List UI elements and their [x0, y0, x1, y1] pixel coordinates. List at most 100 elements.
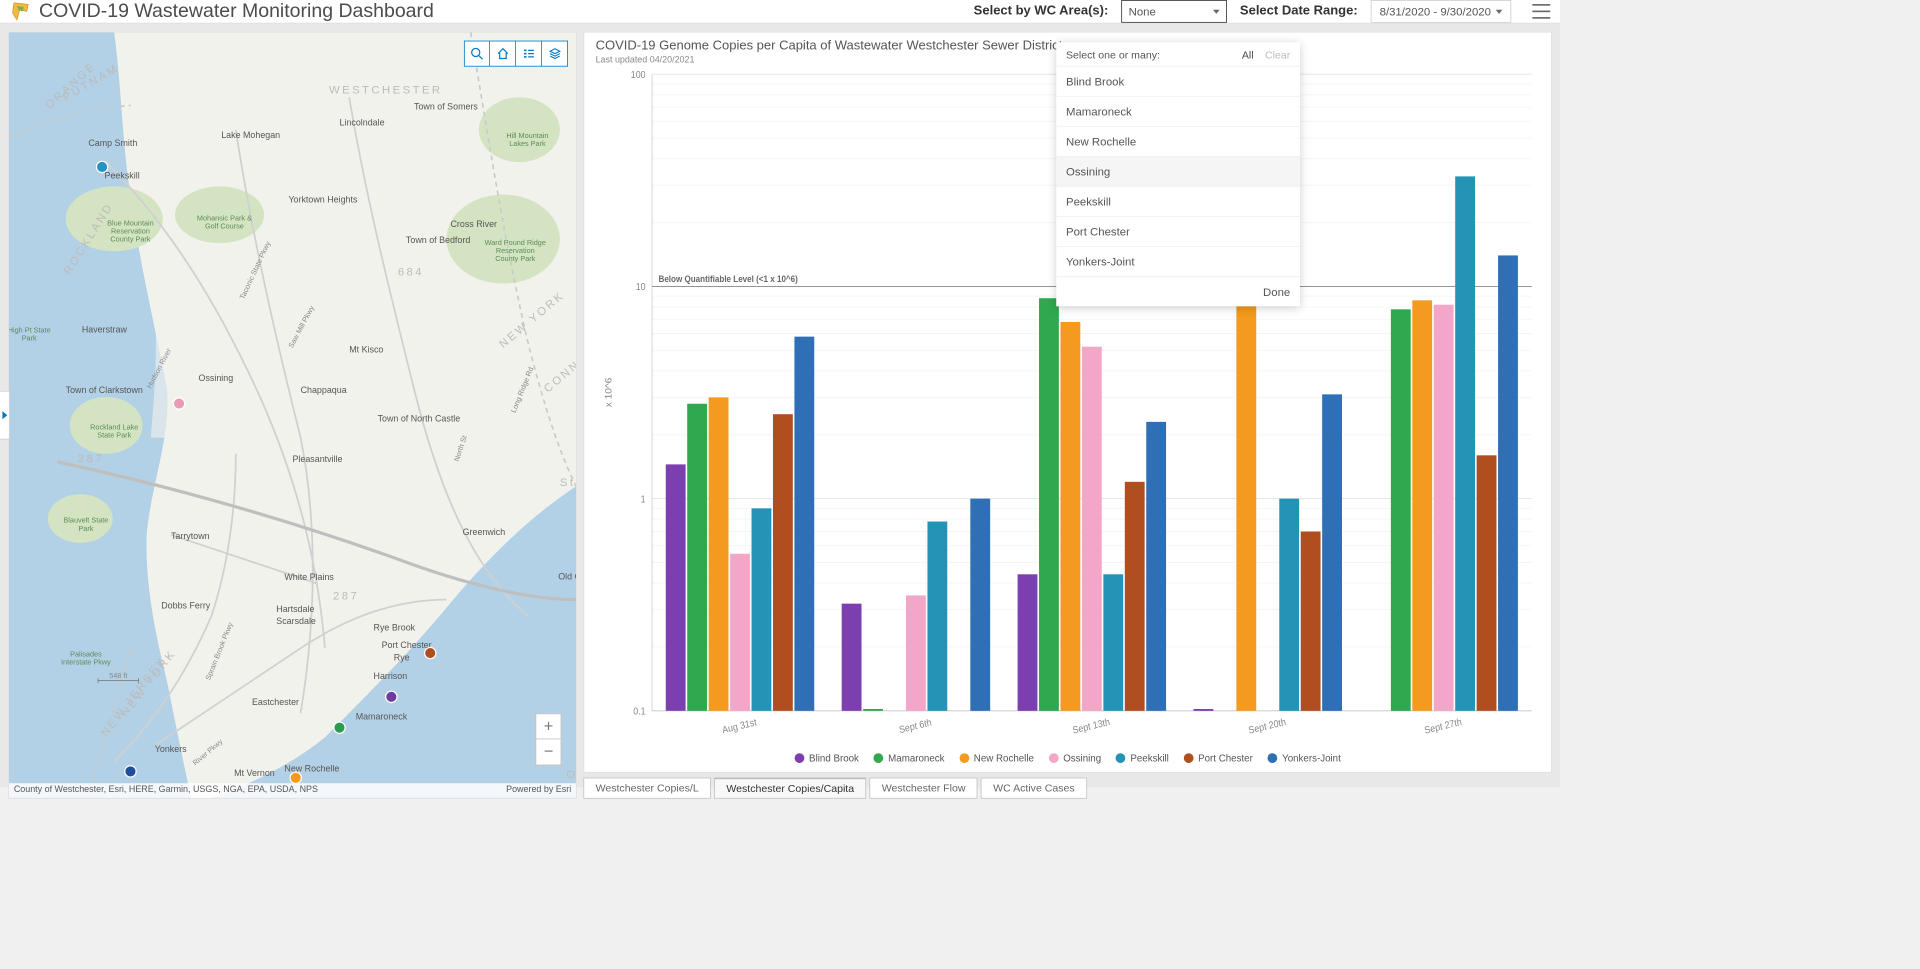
zoom-control: + −	[535, 714, 561, 766]
svg-text:Town of Clarkstown: Town of Clarkstown	[66, 385, 143, 395]
svg-text:Sept 13th: Sept 13th	[1072, 716, 1111, 736]
legend-label: Yonkers-Joint	[1282, 753, 1341, 764]
svg-text:Yonkers: Yonkers	[155, 744, 187, 754]
legend-item[interactable]: Peekskill	[1116, 753, 1169, 764]
page-title: COVID-19 Wastewater Monitoring Dashboard	[39, 0, 434, 23]
legend-item[interactable]: Port Chester	[1183, 753, 1252, 764]
svg-text:Camp Smith: Camp Smith	[88, 138, 137, 148]
svg-text:Rye: Rye	[394, 652, 410, 662]
svg-text:287: 287	[333, 591, 359, 603]
svg-text:10: 10	[636, 282, 646, 294]
svg-text:Old Greenwich: Old Greenwich	[558, 571, 576, 581]
svg-text:Pleasantville: Pleasantville	[293, 454, 343, 464]
svg-text:Cross River: Cross River	[450, 219, 497, 229]
svg-text:Haverstraw: Haverstraw	[82, 324, 128, 334]
svg-text:Tarrytown: Tarrytown	[171, 531, 210, 541]
dropdown-clear: Clear	[1265, 49, 1290, 61]
svg-text:Interstate Pkwy: Interstate Pkwy	[61, 657, 111, 666]
map-toolbar	[464, 41, 568, 67]
svg-text:Stamford: Stamford	[560, 477, 576, 489]
svg-text:Dobbs Ferry: Dobbs Ferry	[161, 601, 211, 611]
logo-icon	[10, 0, 33, 23]
search-icon[interactable]	[464, 41, 490, 67]
legend-label: New Rochelle	[974, 753, 1034, 764]
zoom-in-button[interactable]: +	[535, 714, 561, 740]
tab[interactable]: Westchester Flow	[870, 778, 978, 799]
dropdown-select-all[interactable]: All	[1242, 49, 1254, 61]
tab-bar: Westchester Copies/LWestchester Copies/C…	[583, 778, 1552, 799]
legend-swatch	[1116, 753, 1126, 763]
svg-text:Mt Kisco: Mt Kisco	[349, 345, 383, 355]
svg-text:Oyster Bay: Oyster Bay	[566, 769, 576, 781]
svg-text:548 ft: 548 ft	[109, 671, 127, 680]
svg-text:1: 1	[641, 494, 646, 506]
legend-label: Peekskill	[1130, 753, 1168, 764]
map-panel: ROCKLANDWESTCHESTERPUTNAMORANGENEW YORKC…	[8, 32, 577, 799]
dropdown-item[interactable]: Port Chester	[1056, 216, 1300, 246]
legend-icon[interactable]	[516, 41, 542, 67]
tab[interactable]: Westchester Copies/L	[583, 778, 711, 799]
svg-text:Port Chester: Port Chester	[382, 640, 432, 650]
date-range-select[interactable]: 8/31/2020 - 9/30/2020	[1371, 0, 1512, 23]
svg-text:Below Quantifiable Level (<1 x: Below Quantifiable Level (<1 x 10^6)	[659, 273, 798, 284]
svg-text:County Park: County Park	[110, 235, 150, 244]
svg-text:0.1: 0.1	[633, 706, 645, 718]
side-expand-tab[interactable]	[0, 391, 10, 440]
dropdown-item[interactable]: Peekskill	[1056, 186, 1300, 216]
svg-text:White Plains: White Plains	[284, 572, 334, 582]
legend-label: Mamaroneck	[888, 753, 944, 764]
legend-item[interactable]: Ossining	[1049, 753, 1102, 764]
legend-item[interactable]: Blind Brook	[794, 753, 858, 764]
svg-text:Town of Bedford: Town of Bedford	[406, 235, 470, 245]
svg-text:County Park: County Park	[495, 254, 535, 263]
dropdown-item[interactable]: Blind Brook	[1056, 66, 1300, 96]
area-select-label: Select by WC Area(s):	[974, 4, 1109, 19]
svg-text:287: 287	[78, 453, 104, 465]
svg-text:Park: Park	[22, 333, 37, 342]
legend-item[interactable]: Mamaroneck	[874, 753, 945, 764]
tab[interactable]: WC Active Cases	[981, 778, 1087, 799]
svg-text:Scarsdale: Scarsdale	[276, 616, 316, 626]
legend-label: Ossining	[1063, 753, 1101, 764]
dropdown-item[interactable]: Mamaroneck	[1056, 96, 1300, 126]
map-attribution: County of Westchester, Esri, HERE, Garmi…	[9, 783, 576, 798]
dropdown-item[interactable]: Yonkers-Joint	[1056, 246, 1300, 276]
legend-label: Blind Brook	[809, 753, 859, 764]
map-attribution-right: Powered by Esri	[506, 785, 571, 796]
svg-text:Harrison: Harrison	[374, 671, 408, 681]
svg-text:State Park: State Park	[97, 431, 131, 440]
home-icon[interactable]	[490, 41, 516, 67]
zoom-out-button[interactable]: −	[535, 740, 561, 766]
svg-text:Sept 20th: Sept 20th	[1248, 716, 1287, 736]
svg-text:Lakes Park: Lakes Park	[509, 139, 546, 148]
svg-text:Lincolndale: Lincolndale	[339, 118, 384, 128]
svg-text:Park: Park	[78, 524, 93, 533]
date-range-label: Select Date Range:	[1240, 4, 1358, 19]
svg-text:Hartsdale: Hartsdale	[276, 604, 314, 614]
map[interactable]: ROCKLANDWESTCHESTERPUTNAMORANGENEW YORKC…	[9, 33, 576, 799]
svg-text:Sept 27th: Sept 27th	[1424, 716, 1463, 736]
chevron-down-icon	[1496, 9, 1503, 13]
svg-text:Rye Brook: Rye Brook	[374, 622, 416, 632]
legend-swatch	[1049, 753, 1059, 763]
legend-swatch	[1183, 753, 1193, 763]
dropdown-item[interactable]: New Rochelle	[1056, 126, 1300, 156]
svg-text:Mt Vernon: Mt Vernon	[234, 768, 275, 778]
dropdown-item[interactable]: Ossining	[1056, 156, 1300, 186]
legend-swatch	[874, 753, 884, 763]
menu-button[interactable]	[1532, 4, 1550, 19]
dropdown-done[interactable]: Done	[1056, 276, 1300, 306]
header: COVID-19 Wastewater Monitoring Dashboard…	[0, 0, 1560, 24]
chevron-down-icon	[1213, 9, 1220, 13]
area-select[interactable]: None	[1121, 0, 1227, 23]
legend-item[interactable]: Yonkers-Joint	[1267, 753, 1340, 764]
dropdown-prompt: Select one or many:	[1066, 49, 1160, 61]
svg-text:684: 684	[398, 267, 424, 279]
layers-icon[interactable]	[542, 41, 568, 67]
svg-text:Town of North Castle: Town of North Castle	[378, 413, 461, 423]
svg-text:Aug 31st: Aug 31st	[721, 717, 758, 737]
legend-item[interactable]: New Rochelle	[959, 753, 1034, 764]
tab[interactable]: Westchester Copies/Capita	[714, 778, 866, 799]
svg-text:Ossining: Ossining	[199, 373, 234, 383]
svg-text:Golf Course: Golf Course	[205, 222, 244, 231]
